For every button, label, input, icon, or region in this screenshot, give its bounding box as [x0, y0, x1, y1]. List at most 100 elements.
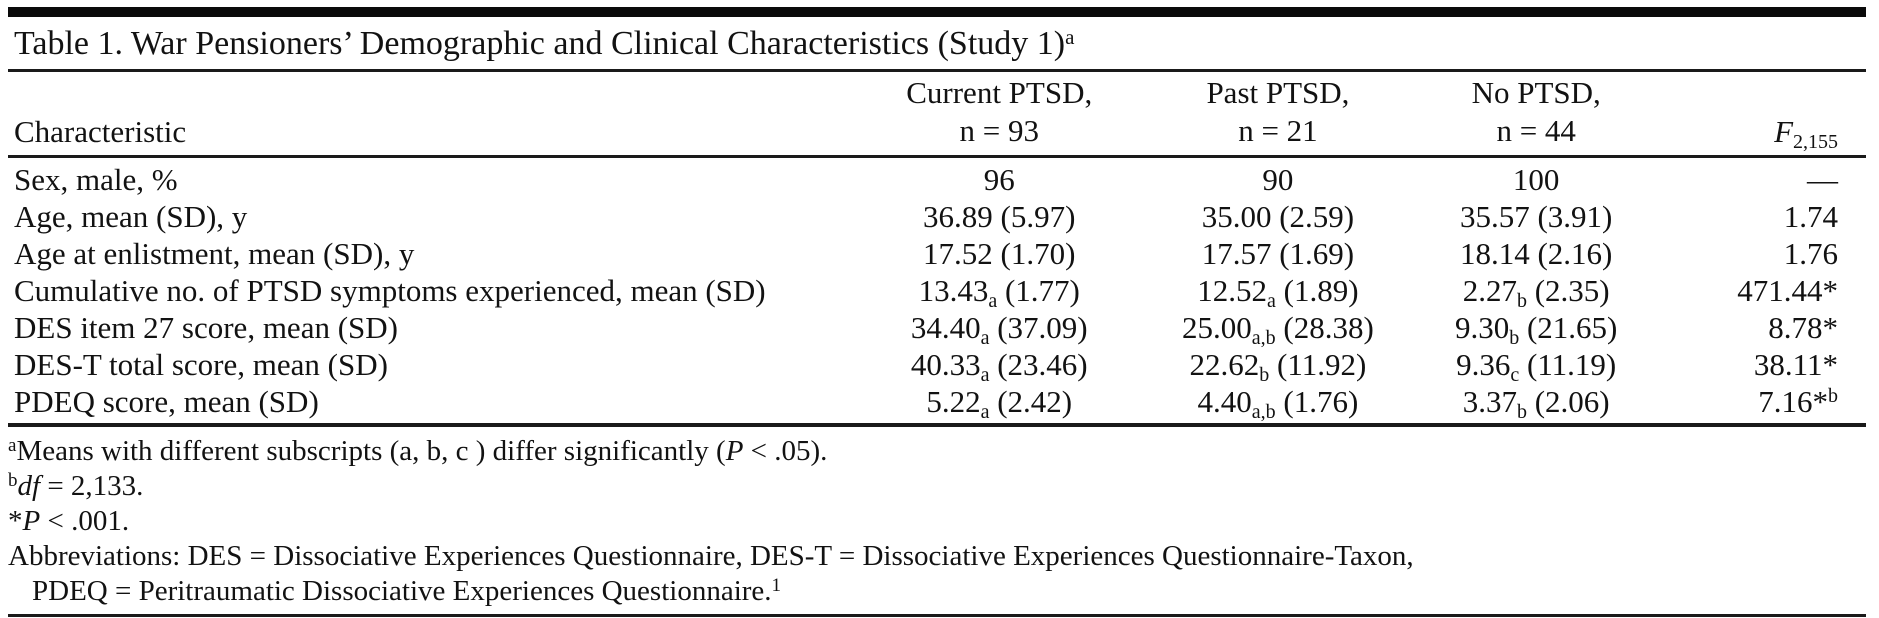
cell-mean: 35.00 — [1201, 199, 1272, 234]
row-label: DES item 27 score, mean (SD) — [14, 310, 398, 345]
col-header-no-ptsd: No PTSD, n = 44 — [1416, 72, 1657, 158]
f-value: 471.44* — [1737, 273, 1838, 308]
col-header-line2: n = 93 — [959, 113, 1039, 148]
footnote-marker: 1 — [771, 575, 782, 596]
table-row: Age, mean (SD), y 36.89 (5.97) 35.00 (2.59… — [8, 198, 1866, 235]
f-value: 7.16* — [1758, 384, 1828, 419]
cell-f-value: 8.78* — [1656, 309, 1866, 346]
row-label: PDEQ score, mean (SD) — [8, 383, 859, 427]
cell-sd: (11.19) — [1519, 347, 1617, 382]
table-title: Table 1. War Pensioners’ Demographic and… — [8, 17, 1866, 69]
col-header-past-ptsd: Past PTSD, n = 21 — [1139, 72, 1417, 158]
cell-value: 4.40a,b (1.76) — [1139, 383, 1417, 427]
cell-mean: 9.30 — [1454, 310, 1510, 345]
footnote-line: *P < .001. — [8, 504, 1866, 539]
cell-mean: 36.89 — [923, 199, 993, 234]
cell-value: 17.57 (1.69) — [1140, 235, 1417, 272]
cell-sd: (23.46) — [989, 347, 1088, 382]
cell-value: 2.27b (2.35) — [1416, 272, 1656, 311]
cell-sd: (2.06) — [1526, 384, 1610, 419]
cell-value: 22.62b (11.92) — [1140, 346, 1417, 385]
cell-value: 35.00 (2.59) — [1140, 198, 1417, 235]
col-header-characteristic: Characteristic — [8, 72, 859, 158]
cell-f-value: 38.11* — [1656, 346, 1866, 383]
row-label: Age at enlistment, mean (SD), y — [14, 236, 415, 271]
cell-value: 13.43a (1.77) — [859, 272, 1140, 311]
cell-value: 35.57 (3.91) — [1416, 198, 1656, 235]
cell-value: 34.40a (37.09) — [859, 309, 1140, 349]
cell-f-value: 1.74 — [1656, 198, 1866, 235]
cell-sd: (1.69) — [1271, 236, 1355, 271]
footnote-text: < .05). — [743, 435, 828, 467]
f-value: 38.11* — [1753, 347, 1838, 382]
cell-subscript: b — [1509, 327, 1520, 349]
table-row: DES item 27 score, mean (SD) 34.40a (37.0… — [8, 309, 1866, 349]
cell-sd: (1.70) — [992, 236, 1076, 271]
cell-mean: 13.43 — [918, 273, 989, 308]
cell-value: 96 — [859, 157, 1140, 199]
cell-sd: (2.35) — [1526, 273, 1610, 308]
cell-sd: (1.89) — [1275, 273, 1359, 308]
table-title-footnote-marker: a — [1065, 25, 1075, 49]
cell-sd: (2.16) — [1529, 236, 1613, 271]
table-row: DES-T total score, mean (SD) 40.33a (23.4… — [8, 346, 1866, 386]
cell-value: 40.33a (23.46) — [859, 346, 1140, 386]
footnote-text: Abbreviations: DES = Dissociative Experi… — [8, 540, 1414, 572]
cell-value: 36.89 (5.97) — [859, 198, 1140, 235]
f-value: 1.74 — [1783, 199, 1838, 234]
cell-subscript: a — [980, 327, 990, 349]
cell-mean: 34.40 — [910, 310, 981, 345]
cell-value: 90 — [1140, 157, 1417, 199]
cell-sd: (2.42) — [989, 384, 1073, 419]
cell-value: 5.22a (2.42) — [858, 383, 1140, 427]
cell-subscript: a — [1267, 290, 1276, 312]
cell-sd: (2.59) — [1271, 199, 1355, 234]
cell-sd: (3.91) — [1529, 199, 1613, 234]
cell-f-value: — — [1656, 157, 1866, 199]
cell-subscript: c — [1510, 364, 1520, 386]
cell-f-value: 471.44* — [1656, 272, 1866, 309]
col-header-current-ptsd: Current PTSD, n = 93 — [858, 72, 1140, 158]
col-header-line1: Current PTSD, — [906, 75, 1093, 110]
cell-mean: 5.22 — [926, 384, 981, 419]
cell-subscript: a — [980, 364, 990, 386]
cell-mean: 12.52 — [1197, 273, 1268, 308]
footnote-text: Means with different subscripts (a, b, c… — [16, 435, 726, 467]
f-value: — — [1807, 162, 1838, 197]
cell-mean: 35.57 — [1459, 199, 1530, 234]
footnote-line: PDEQ = Peritraumatic Dissociative Experi… — [8, 574, 1866, 609]
cell-sd: (21.65) — [1519, 310, 1618, 345]
footnote-text: P — [22, 505, 41, 537]
row-label: Cumulative no. of PTSD symptoms experien… — [14, 273, 766, 308]
footnote-text: * — [8, 505, 23, 537]
footnote-marker: a — [8, 435, 17, 456]
cell-mean: 25.00 — [1182, 310, 1252, 345]
cell-value: 9.36c (11.19) — [1416, 346, 1656, 386]
row-label: DES-T total score, mean (SD) — [14, 347, 388, 382]
table-row: Age at enlistment, mean (SD), y 17.52 (1.… — [8, 235, 1866, 272]
cell-value: 17.52 (1.70) — [859, 235, 1140, 272]
table-title-text: Table 1. War Pensioners’ Demographic and… — [14, 25, 1066, 62]
cell-mean: 17.52 — [923, 236, 993, 271]
cell-sd: (11.92) — [1269, 347, 1367, 382]
footnote-text: PDEQ = Peritraumatic Dissociative Experi… — [32, 575, 772, 607]
title-rule — [8, 69, 1866, 72]
cell-mean: 96 — [983, 162, 1015, 197]
footnote-marker: b — [8, 470, 18, 491]
cell-f-value: 1.76 — [1656, 235, 1866, 272]
cell-sd: (5.97) — [992, 199, 1076, 234]
f-symbol: F — [1774, 114, 1793, 149]
table-row: PDEQ score, mean (SD) 5.22a (2.42) 4.40a,b… — [8, 383, 1866, 427]
col-header-line1: Past PTSD, — [1206, 75, 1350, 110]
top-rule — [8, 7, 1866, 17]
cell-mean: 90 — [1262, 162, 1294, 197]
footnote-line: bdf = 2,133. — [8, 469, 1866, 504]
f-value: 8.78* — [1768, 310, 1838, 345]
cell-subscript: a,b — [1251, 327, 1276, 349]
cell-mean: 22.62 — [1189, 347, 1260, 382]
cell-mean: 2.27 — [1462, 273, 1517, 308]
cell-mean: 4.40 — [1197, 384, 1252, 419]
cell-mean: 17.57 — [1201, 236, 1272, 271]
cell-mean: 100 — [1512, 162, 1560, 197]
footnote-line: aMeans with different subscripts (a, b, … — [8, 434, 1866, 469]
